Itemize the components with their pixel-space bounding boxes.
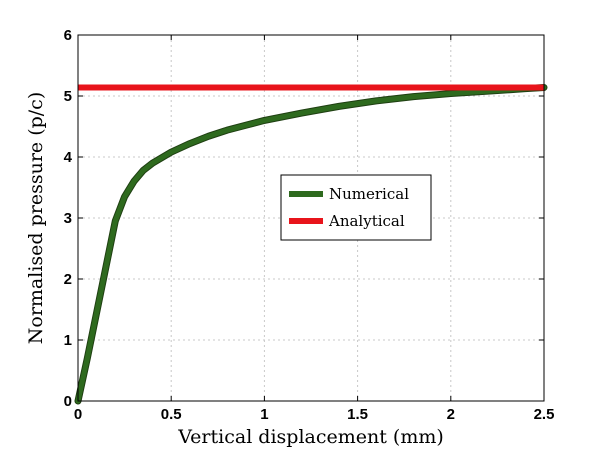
y-axis-label: Normalised pressure (p/c): [25, 92, 47, 344]
ticks: [77, 34, 545, 402]
legend: Numerical Analytical: [280, 174, 432, 241]
x-tick-label: 2.5: [534, 406, 555, 423]
x-tick-label: 2: [447, 406, 455, 423]
x-tick-label: 0: [74, 406, 82, 423]
y-tick-label: 5: [64, 88, 72, 105]
x-axis-label: Vertical displacement (mm): [177, 426, 444, 448]
x-tick-label: 1: [260, 406, 268, 423]
y-tick-label: 6: [64, 27, 72, 44]
y-tick-label: 0: [64, 393, 72, 410]
y-tick-label: 3: [64, 210, 72, 227]
x-tick-label: 0.5: [161, 406, 182, 423]
y-tick-label: 4: [64, 149, 73, 166]
x-tick-label: 1.5: [347, 406, 368, 423]
tick-labels: 0 0.5 1 1.5 2 2.5 0 1 2 3 4 5 6: [64, 27, 555, 423]
y-tick-label: 2: [64, 271, 72, 288]
legend-label-analytical: Analytical: [328, 212, 405, 230]
series-line-numerical: [75, 84, 547, 404]
legend-box: [280, 174, 432, 241]
legend-label-numerical: Numerical: [329, 185, 409, 203]
series-layer: [74, 83, 548, 405]
y-tick-label: 1: [64, 332, 72, 349]
